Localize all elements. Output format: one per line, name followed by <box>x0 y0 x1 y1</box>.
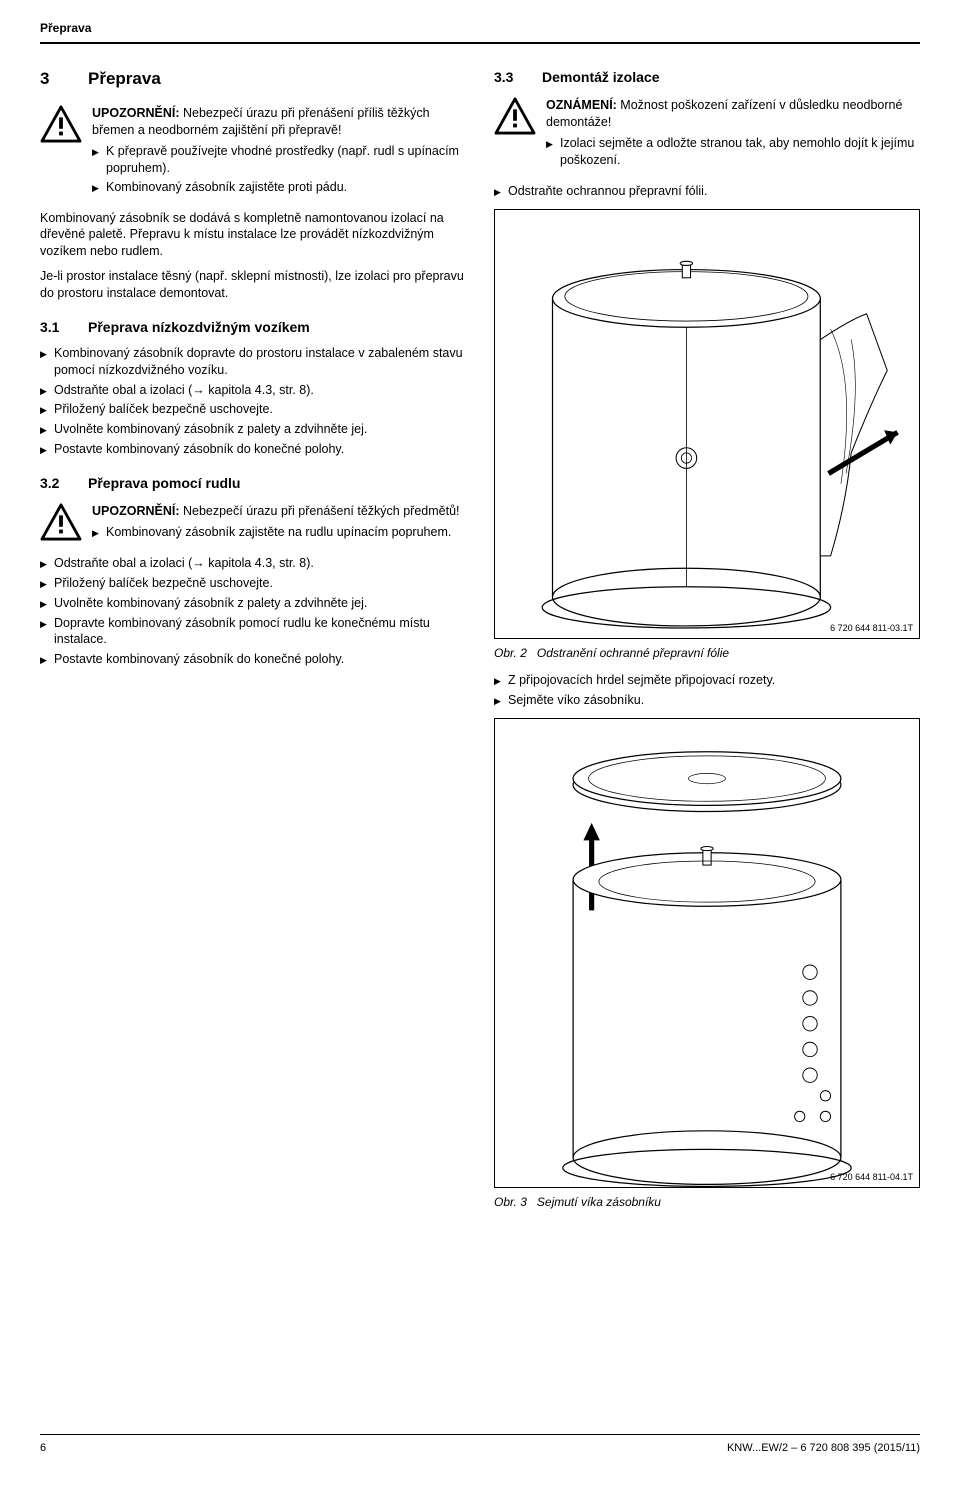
section-heading: 3Přeprava <box>40 68 466 91</box>
warning-list: Kombinovaný zásobník zajistěte na rudlu … <box>92 524 466 541</box>
step-item: Odstraňte obal a izolaci (→ kapitola 4.3… <box>40 555 466 572</box>
step-item: Odstraňte obal a izolaci (→ kapitola 4.3… <box>40 382 466 399</box>
warning-item: Kombinovaný zásobník zajistěte na rudlu … <box>92 524 466 541</box>
step-list: Odstraňte obal a izolaci (→ kapitola 4.3… <box>40 555 466 668</box>
step-item: Přiložený balíček bezpečně uschovejte. <box>40 575 466 592</box>
warning-box: UPOZORNĚNÍ: Nebezpečí úrazu při přenášen… <box>40 105 466 195</box>
paragraph: Je-li prostor instalace těsný (např. skl… <box>40 268 466 302</box>
warning-icon <box>40 503 82 541</box>
subsection-heading: 3.3Demontáž izolace <box>494 68 920 87</box>
page-number: 6 <box>40 1441 46 1456</box>
left-column: 3Přeprava UPOZORNĚNÍ: Nebezpečí úrazu př… <box>40 68 466 1220</box>
step-item: Přiložený balíček bezpečně uschovejte. <box>40 401 466 418</box>
warning-icon <box>494 97 536 135</box>
tank-remove-foil-illustration <box>501 216 913 649</box>
figure-reference-code: 6 720 644 811-04.1T <box>830 1171 913 1183</box>
step-item: Uvolněte kombinovaný zásobník z palety a… <box>40 595 466 612</box>
step-item: Postavte kombinovaný zásobník do konečné… <box>40 651 466 668</box>
warning-lead: UPOZORNĚNÍ: <box>92 106 180 120</box>
step-item: Odstraňte ochrannou přepravní fólii. <box>494 183 920 200</box>
warning-list: K přepravě používejte vhodné prostředky … <box>92 143 466 196</box>
right-column: 3.3Demontáž izolace OZNÁMENÍ: Možnost po… <box>494 68 920 1220</box>
step-list: Kombinovaný zásobník dopravte do prostor… <box>40 345 466 458</box>
subsection-heading: 3.1Přeprava nízkozdvižným vozíkem <box>40 318 466 337</box>
step-list: Z připojovacích hrdel sejměte připojovac… <box>494 672 920 709</box>
subsection-number: 3.1 <box>40 318 88 337</box>
subsection-heading: 3.2Přeprava pomocí rudlu <box>40 474 466 493</box>
warning-icon <box>40 105 82 143</box>
step-item: Dopravte kombinovaný zásobník pomocí rud… <box>40 615 466 649</box>
warning-box: UPOZORNĚNÍ: Nebezpečí úrazu při přenášen… <box>40 503 466 541</box>
warning-item: Kombinovaný zásobník zajistěte proti pád… <box>92 179 466 196</box>
warning-lead: UPOZORNĚNÍ: <box>92 504 180 518</box>
step-item: Uvolněte kombinovaný zásobník z palety a… <box>40 421 466 438</box>
warning-item: K přepravě používejte vhodné prostředky … <box>92 143 466 177</box>
subsection-title: Přeprava pomocí rudlu <box>88 475 240 491</box>
figure-reference-code: 6 720 644 811-03.1T <box>830 622 913 634</box>
step-list: Odstraňte ochrannou přepravní fólii. <box>494 183 920 200</box>
step-item: Sejměte víko zásobníku. <box>494 692 920 709</box>
figure-2: 6 720 644 811-03.1T <box>494 209 920 639</box>
section-number: 3 <box>40 68 88 91</box>
tank-remove-lid-illustration <box>501 725 913 1199</box>
subsection-number: 3.3 <box>494 68 542 87</box>
notice-lead: OZNÁMENÍ: <box>546 98 617 112</box>
subsection-title: Demontáž izolace <box>542 69 659 85</box>
notice-body: OZNÁMENÍ: Možnost poškození zařízení v d… <box>546 97 920 169</box>
running-header: Přeprava <box>40 20 920 44</box>
paragraph: Kombinovaný zásobník se dodává s komplet… <box>40 210 466 261</box>
doc-id: KNW...EW/2 – 6 720 808 395 (2015/11) <box>727 1441 920 1456</box>
subsection-number: 3.2 <box>40 474 88 493</box>
notice-box: OZNÁMENÍ: Možnost poškození zařízení v d… <box>494 97 920 169</box>
warning-text: Nebezpečí úrazu při přenášení těžkých př… <box>180 504 460 518</box>
step-item: Z připojovacích hrdel sejměte připojovac… <box>494 672 920 689</box>
warning-body: UPOZORNĚNÍ: Nebezpečí úrazu při přenášen… <box>92 503 466 541</box>
warning-body: UPOZORNĚNÍ: Nebezpečí úrazu při přenášen… <box>92 105 466 195</box>
step-item: Postavte kombinovaný zásobník do konečné… <box>40 441 466 458</box>
subsection-title: Přeprava nízkozdvižným vozíkem <box>88 319 310 335</box>
page-footer: 6 KNW...EW/2 – 6 720 808 395 (2015/11) <box>40 1434 920 1456</box>
two-column-layout: 3Přeprava UPOZORNĚNÍ: Nebezpečí úrazu př… <box>40 68 920 1220</box>
step-item: Kombinovaný zásobník dopravte do prostor… <box>40 345 466 379</box>
section-title: Přeprava <box>88 69 161 88</box>
notice-item: Izolaci sejměte a odložte stranou tak, a… <box>546 135 920 169</box>
notice-list: Izolaci sejměte a odložte stranou tak, a… <box>546 135 920 169</box>
figure-3: 6 720 644 811-04.1T <box>494 718 920 1188</box>
